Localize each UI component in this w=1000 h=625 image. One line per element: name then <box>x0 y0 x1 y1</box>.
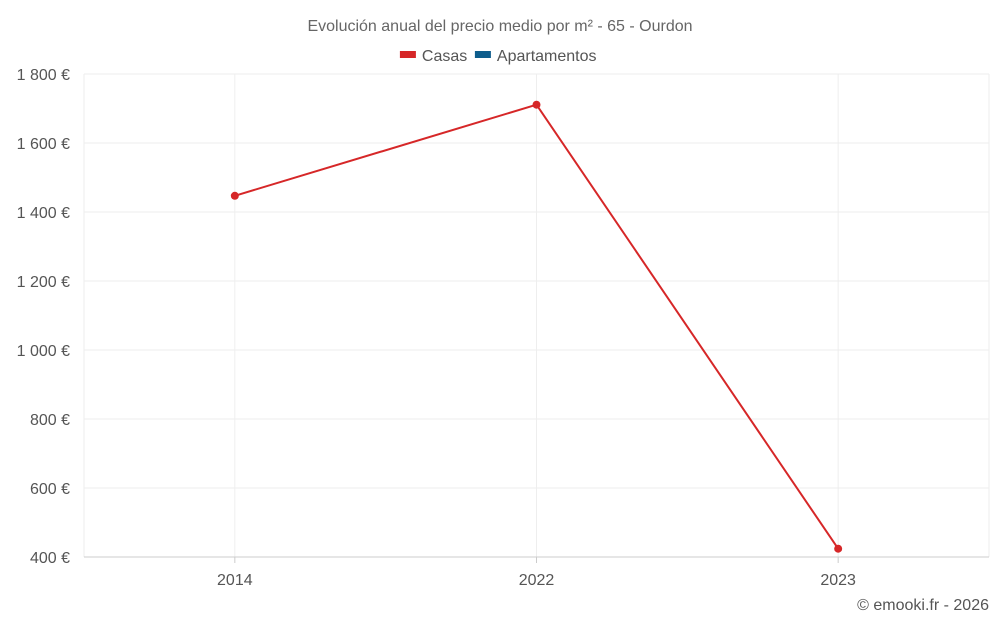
y-tick-label: 400 € <box>30 550 70 567</box>
y-axis: 400 € 600 € 800 € 1 000 € 1 200 € 1 400 € 1 60… <box>17 67 70 567</box>
y-tick-label: 1 000 € <box>17 343 70 360</box>
y-tick-label: 1 600 € <box>17 136 70 153</box>
y-tick-label: 600 € <box>30 481 70 498</box>
legend-label: Apartamentos <box>497 48 597 65</box>
legend-item-apartamentos[interactable]: Apartamentos <box>474 48 597 65</box>
credit-text: © emooki.fr - 2026 <box>857 597 989 614</box>
legend: Casas Apartamentos <box>399 48 597 65</box>
data-point-casas-2014[interactable] <box>230 191 239 200</box>
chart-title: Evolución anual del precio medio por m² … <box>307 18 692 35</box>
data-point-casas-2022[interactable] <box>532 100 541 109</box>
y-tick-label: 1 200 € <box>17 274 70 291</box>
x-tick-label: 2022 <box>519 572 555 589</box>
series-layer <box>230 100 843 553</box>
x-tick-label: 2023 <box>820 572 856 589</box>
legend-swatch <box>474 51 491 58</box>
grid <box>83 73 990 557</box>
y-tick-label: 1 400 € <box>17 205 70 222</box>
y-tick-label: 800 € <box>30 412 70 429</box>
x-tick-label: 2014 <box>217 572 253 589</box>
y-tick-label: 1 800 € <box>17 67 70 84</box>
data-point-casas-2023[interactable] <box>834 544 843 553</box>
x-axis: 2014 2022 2023 <box>84 556 989 589</box>
legend-item-casas[interactable]: Casas <box>399 48 467 65</box>
legend-label: Casas <box>422 48 467 65</box>
legend-swatch <box>399 51 416 58</box>
